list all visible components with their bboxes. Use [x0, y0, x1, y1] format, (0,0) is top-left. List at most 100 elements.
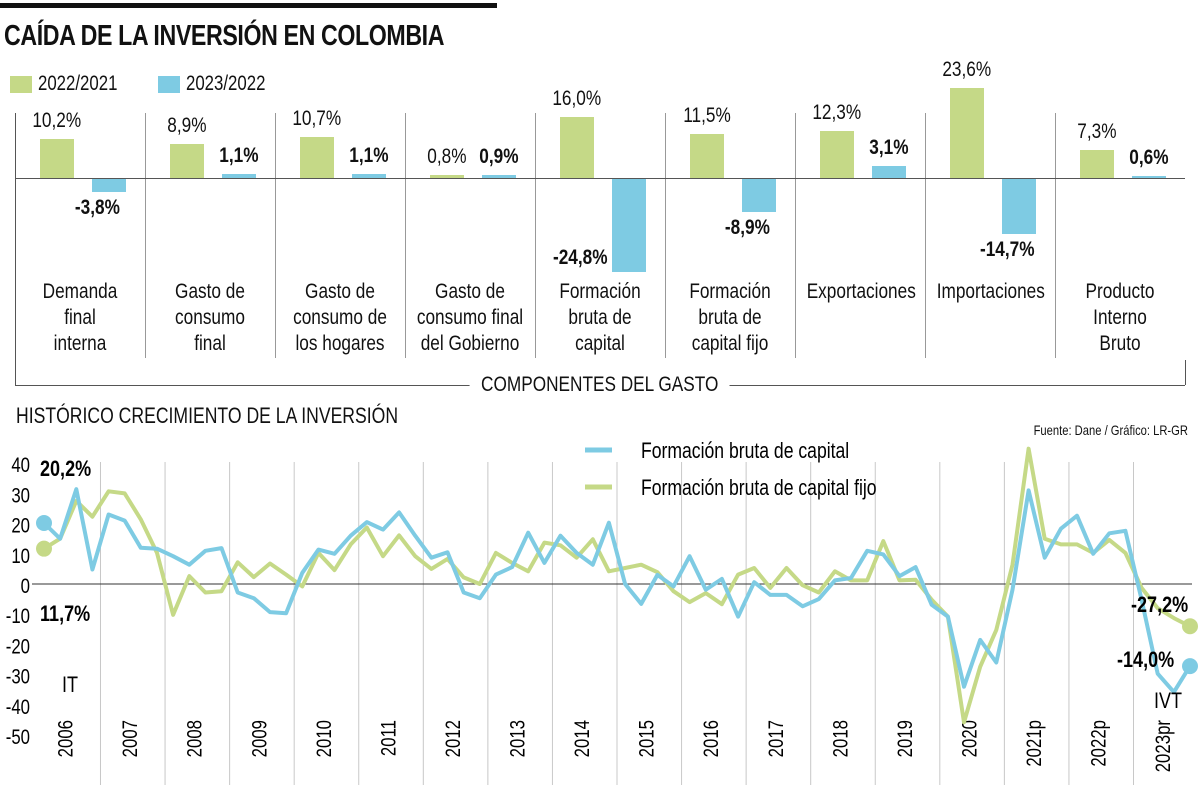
annotation-start-fbkf: 11,7%: [40, 602, 90, 626]
bar-value-label: 12,3%: [777, 101, 897, 125]
bar-value-text: 1,1%: [349, 143, 389, 167]
bar-2023-2022: [352, 173, 386, 178]
x-tick-label: 2022p: [1088, 720, 1111, 767]
category-label-line: interna: [53, 332, 107, 355]
y-tick-label: 0: [21, 575, 30, 598]
legend-swatch: [10, 75, 32, 93]
bar-value-label: 11,5%: [647, 104, 767, 128]
category-label-line: capital fijo: [691, 332, 769, 355]
category-label: Demanda final interna: [15, 279, 145, 357]
bar-2023-2022: [742, 178, 776, 212]
end-point-marker: [1182, 618, 1198, 635]
x-tick-label: 2009: [249, 720, 272, 757]
x-tick-label: 2015: [636, 720, 659, 757]
category-label: Gasto de consumo final del Gobierno: [405, 279, 535, 357]
annotation-end-fbkf: -14,0%: [1117, 648, 1174, 672]
bar-value-label: 16,0%: [517, 87, 637, 111]
bar-2023-2022: [612, 178, 646, 273]
bar-value-label: 10,2%: [0, 109, 117, 133]
x-tick-label: 2023pr: [1153, 719, 1176, 772]
y-tick-label: 30: [11, 485, 30, 508]
x-tick-label: 2019: [894, 720, 917, 757]
category-label-line: Gasto de: [435, 280, 505, 303]
x-tick-label: 2012: [442, 720, 465, 757]
bar-value-text: 12,3%: [812, 101, 862, 125]
category-label: Importaciones: [925, 279, 1055, 305]
bar-value-text: 23,6%: [942, 58, 992, 82]
bar-2022-2021: [1080, 150, 1114, 178]
category-label-line: los hogares: [295, 332, 385, 355]
category-label-line: Interno: [1093, 306, 1147, 329]
bar-2022-2021: [430, 174, 464, 178]
x-tick-label: 2018: [830, 720, 853, 757]
category-label-line: consumo: [175, 306, 245, 329]
legend-item-2022-2021: 2022/2021: [10, 72, 137, 96]
bar-value-label: 0,8%: [387, 145, 507, 169]
bar-value-text: 0,8%: [427, 144, 467, 168]
bar-2023-2022: [872, 166, 906, 178]
column-separator: [1055, 113, 1056, 358]
bar-value-label: 10,7%: [257, 107, 377, 131]
line-chart-title-text: HISTÓRICO CRECIMIENTO DE LA INVERSIÓN: [16, 403, 399, 428]
column-separator: [665, 113, 666, 358]
bar-value-text: 1,1%: [219, 143, 259, 167]
bar-zero-axis: [15, 178, 1185, 179]
start-point-marker: [36, 540, 52, 557]
bar-2022-2021: [690, 134, 724, 178]
y-tick-label: -20: [6, 636, 30, 659]
bar-value-label: -3,8%: [37, 196, 157, 220]
y-tick-label: -10: [6, 606, 30, 629]
bar-value-text: 3,1%: [869, 136, 909, 160]
bar-2023-2022: [1132, 175, 1166, 178]
bar-value-label: 1,1%: [309, 144, 429, 168]
bar-2023-2022: [92, 178, 126, 193]
category-label-line: Exportaciones: [806, 280, 916, 303]
bar-value-label: -24,8%: [488, 246, 608, 270]
category-label: Exportaciones: [795, 279, 925, 305]
line-fbk: [42, 487, 1192, 695]
column-separator: [795, 113, 796, 358]
x-tick-label: 2010: [313, 720, 336, 757]
category-label: Producto Interno Bruto: [1055, 279, 1185, 357]
bar-2022-2021: [560, 117, 594, 178]
title-rule: [0, 3, 497, 8]
start-point-marker: [36, 514, 52, 531]
category-label-line: Formación: [559, 280, 641, 303]
group-label-text: COMPONENTES DEL GASTO: [469, 373, 731, 397]
bar-value-label: 23,6%: [907, 58, 1027, 82]
bar-value-text: 10,7%: [292, 107, 342, 131]
category-label-line: Gasto de: [305, 280, 375, 303]
column-separator: [145, 113, 146, 358]
bar-value-label: 3,1%: [829, 136, 949, 160]
category-label-line: Formación: [689, 280, 771, 303]
bar-2023-2022: [1002, 178, 1036, 234]
group-label: COMPONENTES DEL GASTO: [0, 373, 1200, 397]
y-tick-label: -30: [6, 666, 30, 689]
category-label-line: bruta de: [568, 306, 632, 329]
x-tick-label: 2017: [765, 720, 788, 757]
annotation-end-fbk: -27,2%: [1131, 593, 1188, 617]
bar-value-label: 8,9%: [127, 114, 247, 138]
bar-2022-2021: [170, 144, 204, 178]
x-tick-label: 2021p: [1023, 720, 1046, 767]
bar-value-text: -8,9%: [724, 215, 770, 239]
legend-label: 2022/2021: [38, 72, 118, 95]
bar-2022-2021: [950, 88, 984, 178]
source-note: Fuente: Dane / Gráfico: LR-GR: [995, 422, 1188, 438]
x-tick-label: 2014: [571, 720, 594, 758]
bar-value-label: 0,9%: [439, 145, 559, 169]
category-label-line: final: [64, 306, 96, 329]
category-label: Gasto de consumo final: [145, 279, 275, 357]
bar-value-text: 10,2%: [32, 109, 82, 133]
column-separator: [275, 113, 276, 358]
category-label-line: consumo de: [293, 306, 387, 329]
category-label-line: Demanda: [42, 280, 118, 303]
annotation-end-quarter: IVT: [1154, 689, 1182, 713]
category-label-line: consumo final: [416, 306, 524, 329]
bar-2022-2021: [300, 137, 334, 178]
page-title-text: CAÍDA DE LA INVERSIÓN EN COLOMBIA: [4, 20, 445, 52]
bar-value-text: 11,5%: [683, 104, 731, 128]
bar-value-label: 1,1%: [179, 144, 299, 168]
column-separator: [925, 113, 926, 358]
